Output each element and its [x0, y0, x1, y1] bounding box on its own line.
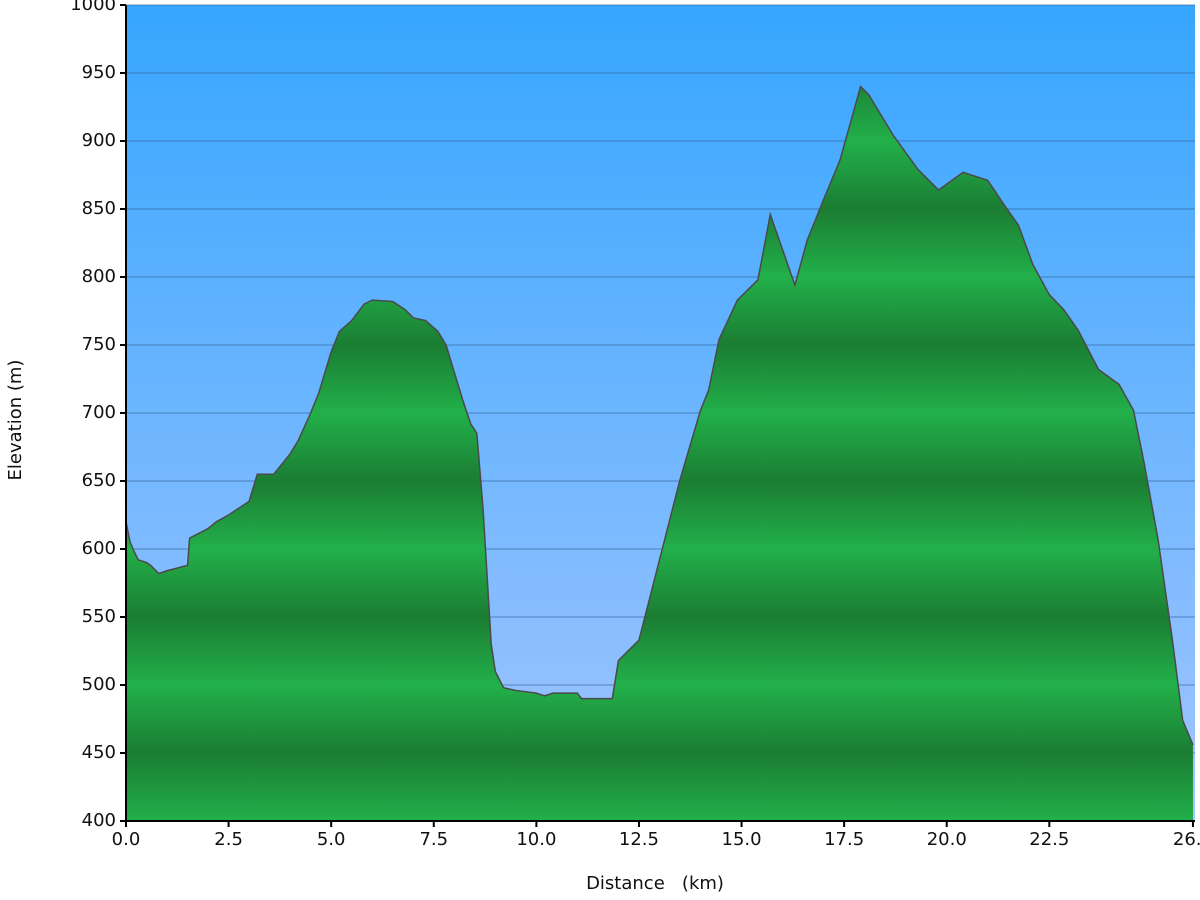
y-tick-label: 600 [82, 538, 116, 559]
x-tick-label: 10.0 [516, 829, 556, 850]
x-tick-label: 2.5 [214, 829, 243, 850]
y-axis-title: Elevation (m) [5, 360, 26, 481]
x-tick-label: 17.5 [824, 829, 864, 850]
x-tick-label: 0.0 [112, 829, 141, 850]
x-tick-label: 5.0 [317, 829, 346, 850]
elevation-line [125, 85, 1194, 746]
y-tick-label: 950 [82, 62, 116, 83]
y-tick-label: 700 [82, 402, 116, 423]
y-tick-label: 400 [82, 810, 116, 831]
y-tick-label: 750 [82, 334, 116, 355]
y-tick-label: 900 [82, 130, 116, 151]
y-tick-label: 800 [82, 266, 116, 287]
x-axis-title: Distance (km) [586, 873, 724, 894]
x-tick-label: 22.5 [1029, 829, 1069, 850]
x-tick-label: 15.0 [722, 829, 762, 850]
y-tick-label: 450 [82, 742, 116, 763]
y-tick-label: 650 [82, 470, 116, 491]
y-tick-label: 850 [82, 198, 116, 219]
x-tick-label: 7.5 [419, 829, 448, 850]
elevation-area [126, 86, 1193, 822]
y-tick-label: 500 [82, 674, 116, 695]
x-tick-label: 20.0 [927, 829, 967, 850]
y-tick-label: 1000 [70, 0, 116, 15]
x-tick-label: 26.0 [1173, 829, 1200, 850]
x-tick-label: 12.5 [619, 829, 659, 850]
y-tick-label: 550 [82, 606, 116, 627]
